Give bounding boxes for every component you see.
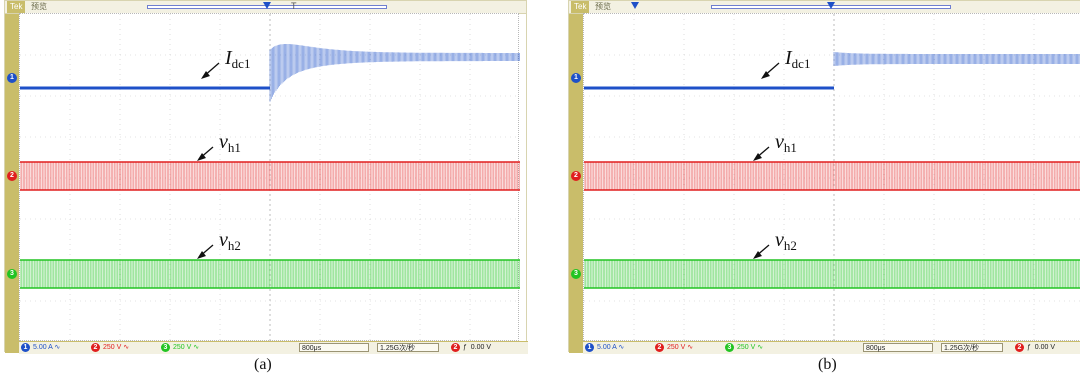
channel-3-marker[interactable]: 3 — [571, 269, 581, 279]
vh2-trace — [20, 260, 520, 288]
scope-settings-bar: 1 5.00 A ∿ 2 250 V ∿ 3 250 V ∿ 800μs 1.25G次… — [583, 341, 1080, 354]
channel-2-marker[interactable]: 2 — [7, 171, 17, 181]
idc1-trace-post — [269, 44, 520, 102]
label-vh1: vh1 — [775, 131, 797, 155]
channel-1-marker[interactable]: 1 — [7, 73, 17, 83]
ch2-setting[interactable]: 2 250 V ∿ — [655, 342, 693, 354]
waveform-grid — [19, 13, 520, 342]
caption-b: (b) — [818, 356, 837, 373]
acquisition-status: 预览 — [31, 2, 47, 11]
scope-settings-bar: 1 5.00 A ∿ 2 250 V ∿ 3 250 V ∿ 800μs 1.25G次… — [19, 341, 528, 354]
sample-rate-readout[interactable]: 1.25G次/秒 — [941, 343, 1003, 352]
waveform-grid — [583, 13, 1080, 342]
ch1-setting[interactable]: 1 5.00 A ∿ — [21, 342, 60, 354]
label-idc1: Idc1 — [785, 47, 811, 71]
vh1-trace — [584, 162, 1080, 190]
waveform-display — [584, 14, 1080, 342]
trigger-position-marker[interactable] — [631, 2, 639, 9]
channel-1-marker[interactable]: 1 — [571, 73, 581, 83]
trigger-position-marker[interactable] — [263, 2, 271, 9]
idc1-trace-post — [833, 52, 1080, 66]
brand-logo: Tek — [571, 1, 590, 13]
timebase-readout[interactable]: 800μs — [299, 343, 369, 352]
waveform-display — [20, 14, 520, 342]
label-vh2: vh2 — [219, 229, 241, 253]
label-vh2: vh2 — [775, 229, 797, 253]
caption-a: (a) — [254, 356, 272, 373]
timebase-readout[interactable]: 800μs — [863, 343, 933, 352]
brand-logo: Tek — [7, 1, 26, 13]
vh2-trace — [584, 260, 1080, 288]
trigger-position-tick: T — [291, 1, 297, 11]
ch1-setting[interactable]: 1 5.00 A ∿ — [585, 342, 624, 354]
ch3-setting[interactable]: 3 250 V ∿ — [161, 342, 199, 354]
label-vh1: vh1 — [219, 131, 241, 155]
annotation-arrows — [753, 62, 780, 259]
oscilloscope-screen-b: Tek 预览 1 2 3 Idc1 vh1 vh2 1 5.00 A ∿ 2 250… — [568, 0, 1080, 354]
sample-rate-readout[interactable]: 1.25G次/秒 — [377, 343, 439, 352]
channel-2-marker[interactable]: 2 — [571, 171, 581, 181]
trigger-position-marker-2[interactable] — [827, 2, 835, 9]
ch3-setting[interactable]: 3 250 V ∿ — [725, 342, 763, 354]
ch2-setting[interactable]: 2 250 V ∿ — [91, 342, 129, 354]
annotation-arrows — [197, 62, 220, 259]
acquisition-status: 预览 — [595, 2, 611, 11]
label-idc1: Idc1 — [225, 47, 251, 71]
channel-3-marker[interactable]: 3 — [7, 269, 17, 279]
vh1-trace — [20, 162, 520, 190]
